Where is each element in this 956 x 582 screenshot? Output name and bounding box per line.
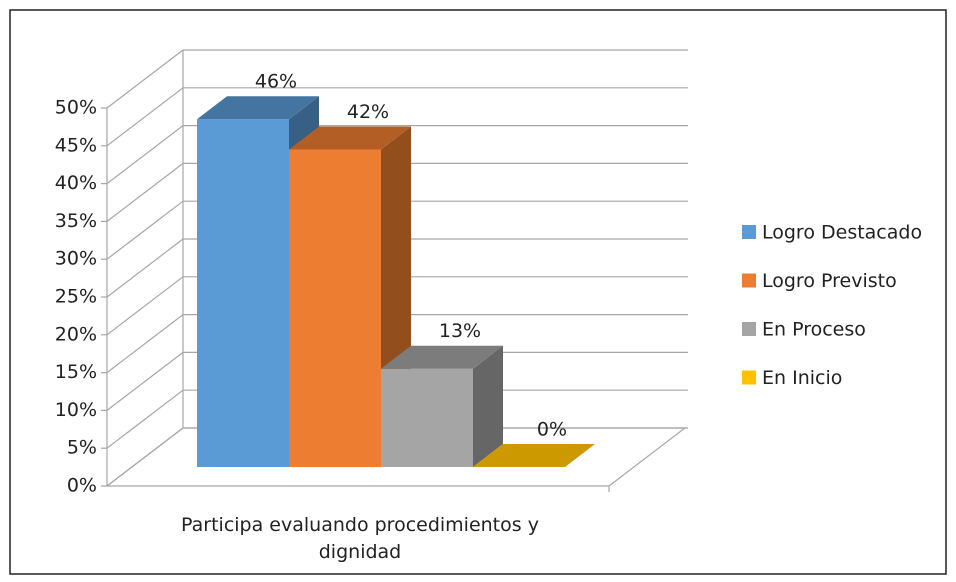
grid-line bbox=[106, 87, 184, 147]
grid-line bbox=[106, 351, 184, 411]
y-tick-label: 5% bbox=[67, 437, 97, 459]
y-tick-label: 0% bbox=[67, 475, 97, 497]
data-label: 13% bbox=[439, 320, 481, 342]
y-tick-label: 25% bbox=[55, 286, 97, 308]
y-tick-label: 35% bbox=[55, 210, 97, 232]
legend-label: En Proceso bbox=[762, 319, 866, 341]
chart-frame bbox=[9, 9, 947, 575]
data-label: 42% bbox=[347, 101, 389, 123]
legend-label: Logro Previsto bbox=[762, 270, 897, 292]
data-label: 0% bbox=[537, 419, 567, 441]
grid-line bbox=[106, 162, 184, 222]
grid-line bbox=[106, 238, 184, 298]
bar bbox=[197, 119, 289, 468]
x-tick-label: Participa evaluando procedimientos y dign… bbox=[181, 514, 539, 563]
y-tick-label: 20% bbox=[55, 323, 97, 345]
y-tick-label: 40% bbox=[55, 172, 97, 194]
legend-swatch bbox=[742, 370, 756, 385]
y-tick-label: 45% bbox=[55, 134, 97, 156]
grid-line bbox=[106, 314, 184, 374]
bar-top bbox=[197, 96, 319, 120]
grid-line bbox=[106, 427, 184, 487]
y-tick-label: 15% bbox=[55, 361, 97, 383]
grid-line bbox=[106, 125, 184, 185]
y-tick-label: 50% bbox=[55, 97, 97, 119]
bar bbox=[289, 149, 381, 468]
bar-top bbox=[289, 126, 411, 150]
bar-top bbox=[381, 345, 503, 369]
bar bbox=[381, 368, 473, 467]
legend-swatch bbox=[742, 322, 756, 336]
y-tick-label: 10% bbox=[55, 399, 97, 421]
bar-top bbox=[473, 444, 595, 467]
legend-label: Logro Destacado bbox=[762, 222, 922, 244]
data-label: 46% bbox=[255, 71, 297, 93]
grid-line bbox=[106, 49, 184, 109]
y-tick-label: 30% bbox=[55, 248, 97, 270]
grid-line bbox=[106, 276, 184, 336]
legend-label: En Inicio bbox=[762, 367, 842, 389]
grid-line bbox=[106, 200, 184, 260]
legend-swatch bbox=[742, 225, 756, 239]
grid-line bbox=[106, 389, 184, 449]
bar-side bbox=[473, 345, 503, 467]
legend-swatch bbox=[742, 273, 756, 288]
